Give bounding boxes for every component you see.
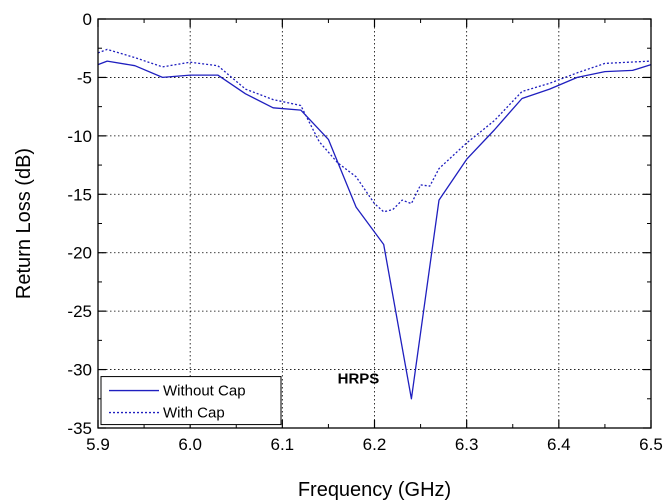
- y-tick-label: -35: [67, 419, 92, 438]
- x-axis-title: Frequency (GHz): [298, 479, 451, 501]
- y-axis-title: Return Loss (dB): [13, 148, 35, 299]
- x-tick-label: 5.9: [86, 435, 110, 454]
- x-tick-label: 6.1: [271, 435, 295, 454]
- series-line-without-cap: [97, 60, 652, 400]
- x-tick-label: 6.4: [547, 435, 571, 454]
- x-tick-label: 6.3: [455, 435, 479, 454]
- tick-labels: 5.9 6.0 6.1 6.2 6.3 6.4 6.5 0 -5 -10 -15 -20 -25 -30 -…: [67, 10, 662, 454]
- y-tick-label: 0: [83, 10, 92, 29]
- grid: [98, 19, 651, 428]
- y-tick-label: -15: [67, 185, 92, 204]
- series-layer: [97, 48, 652, 400]
- y-tick-label: -25: [67, 302, 92, 321]
- x-tick-label: 6.5: [639, 435, 663, 454]
- legend-label-without-cap: Without Cap: [163, 383, 246, 400]
- legend: Without Cap With Cap: [100, 376, 282, 426]
- legend-box: [100, 376, 282, 426]
- y-tick-label: -20: [67, 244, 92, 263]
- y-tick-label: -10: [67, 127, 92, 146]
- y-tick-label: -30: [67, 361, 92, 380]
- legend-label-with-cap: With Cap: [163, 405, 225, 422]
- series-line-with-cap: [97, 48, 652, 213]
- hrps-annotation: HRPS: [338, 371, 380, 388]
- x-tick-label: 6.2: [363, 435, 387, 454]
- axis-ticks: [97, 18, 652, 429]
- x-tick-label: 6.0: [178, 435, 202, 454]
- y-tick-label: -5: [77, 68, 92, 87]
